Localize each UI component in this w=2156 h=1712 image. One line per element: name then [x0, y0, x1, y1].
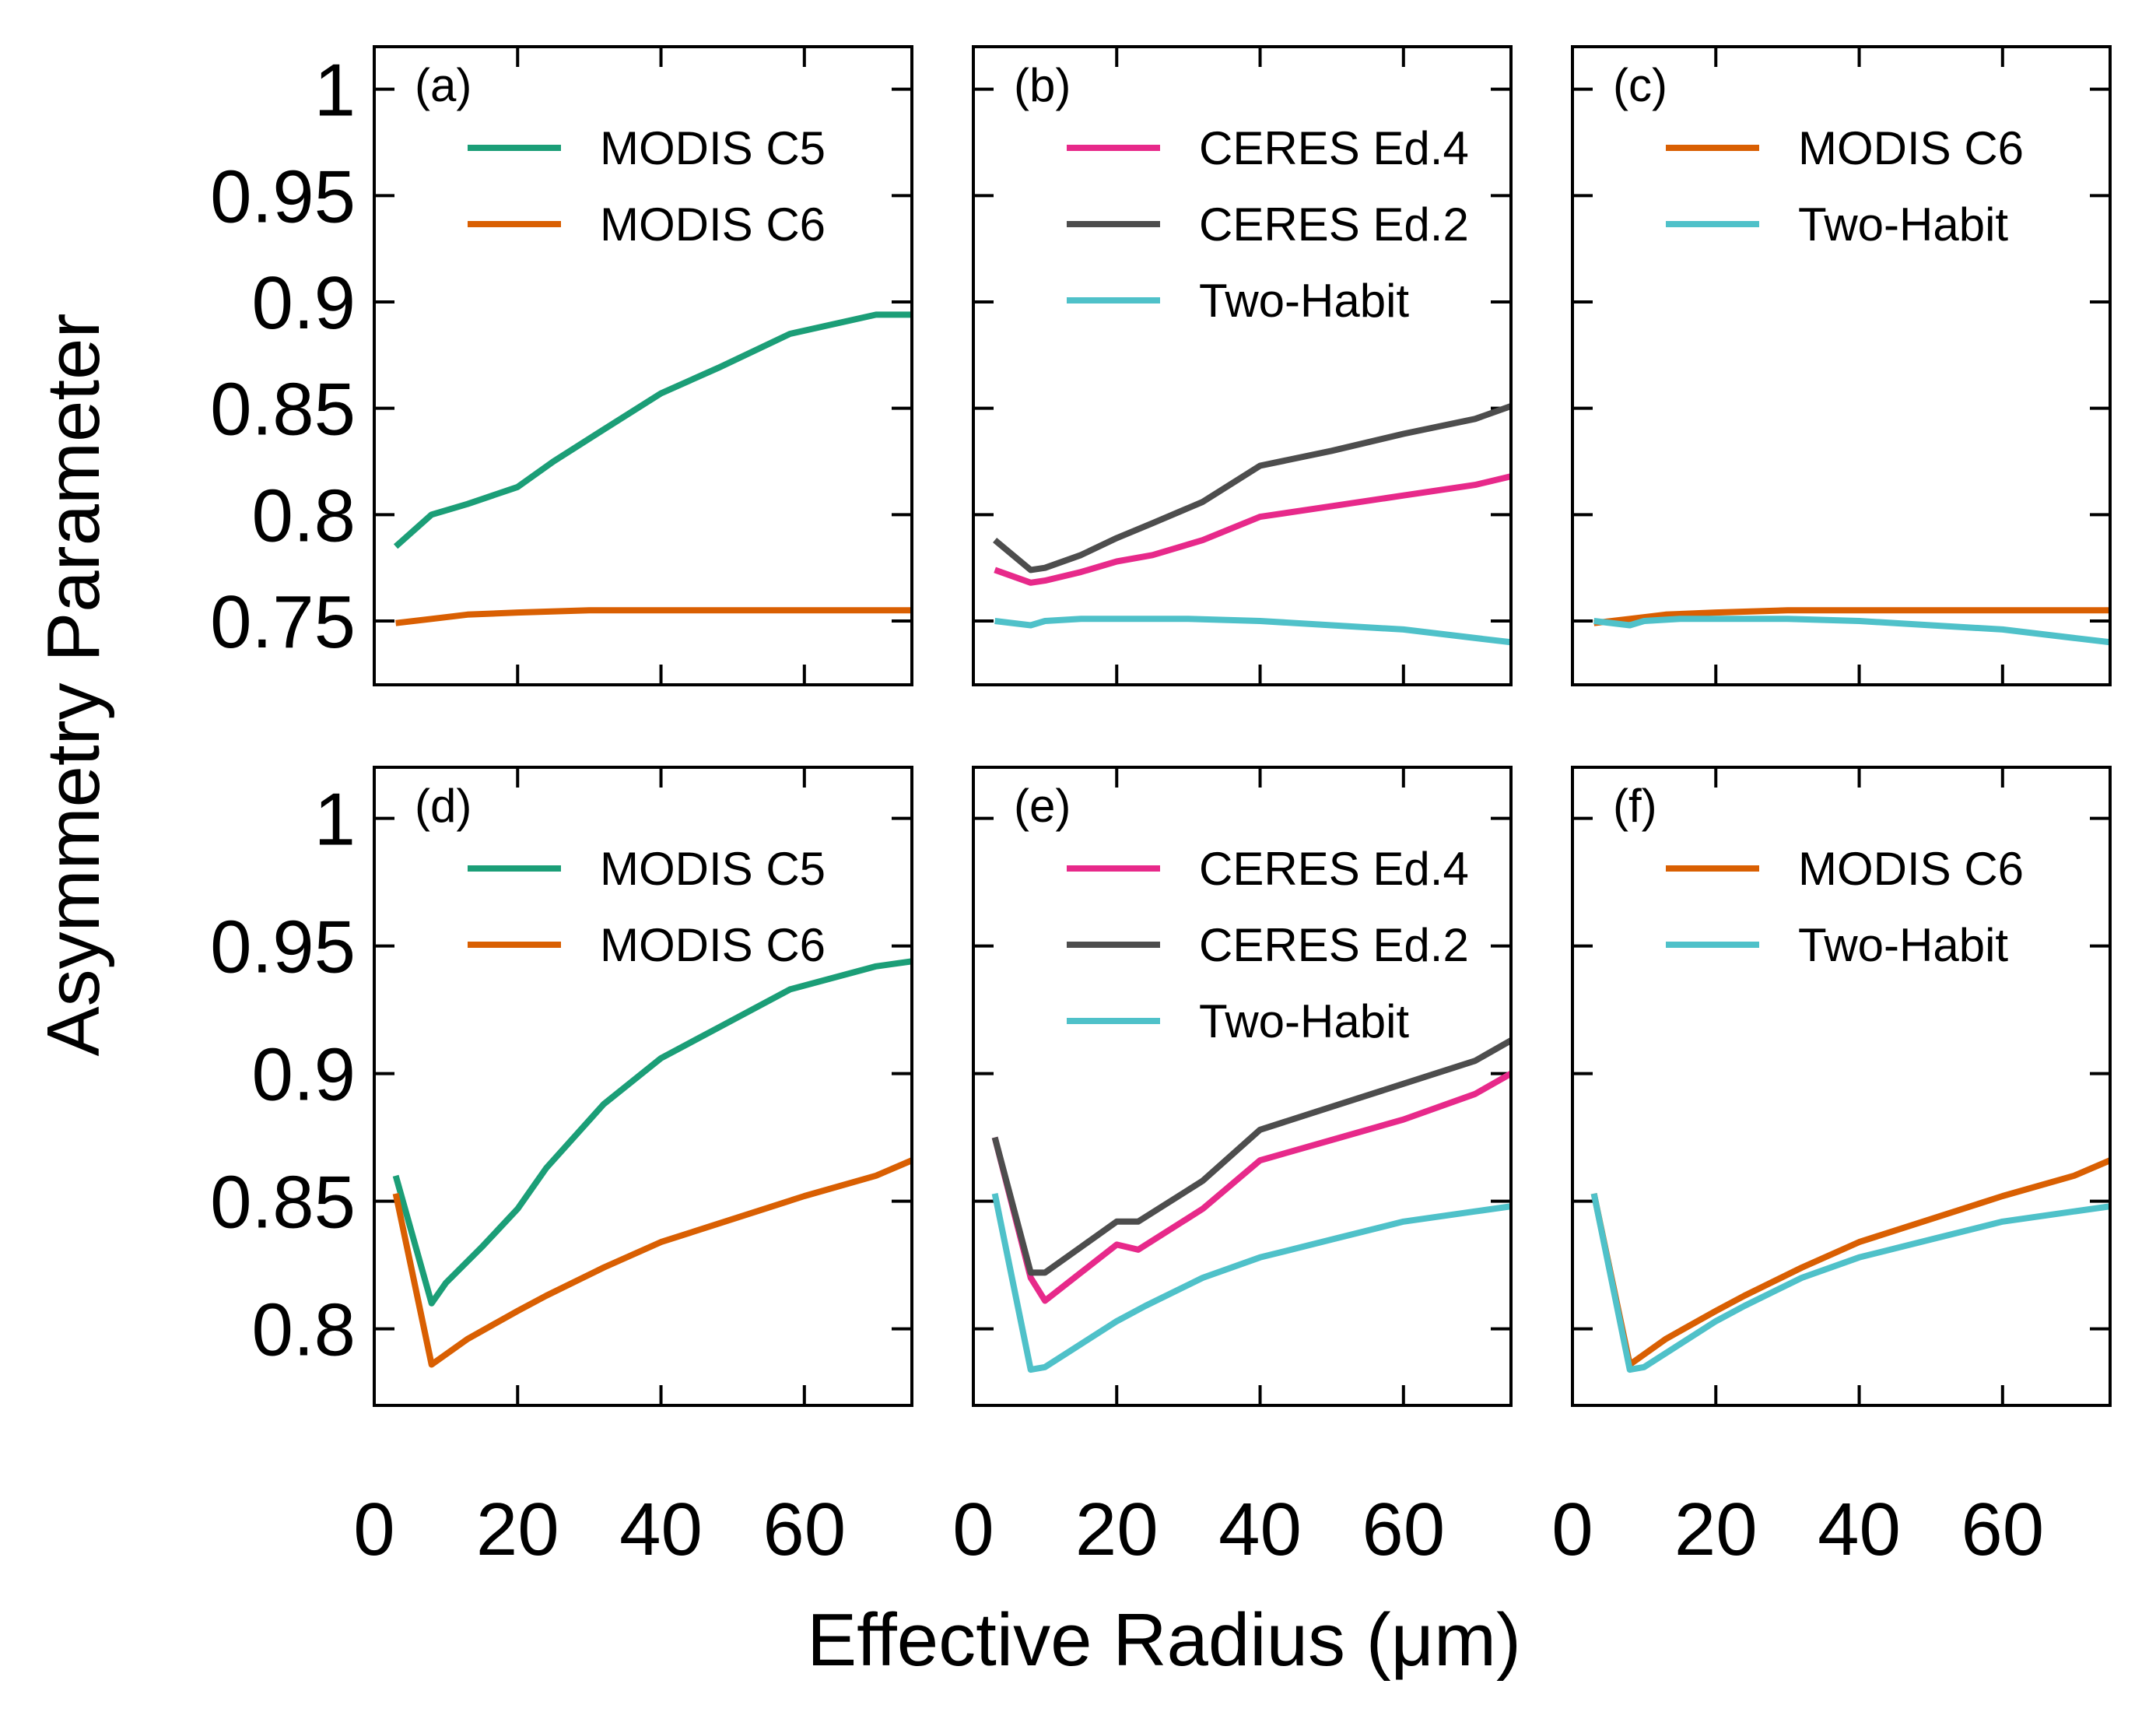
x-tick-label: 20 [1075, 1488, 1159, 1571]
y-tick-label: 0.8 [252, 1289, 356, 1372]
x-tick-label: 40 [1818, 1488, 1901, 1571]
legend-label: Two-Habit [1199, 995, 1409, 1047]
plot-frame [1571, 45, 2112, 686]
panel-label: (b) [1014, 59, 1071, 111]
series-line-modis-c6 [392, 1157, 912, 1368]
x-tick-label: 20 [1674, 1488, 1758, 1571]
plot-frame [972, 766, 1513, 1407]
plot-frame [1571, 766, 2112, 1407]
series-line-ceres-ed-4 [991, 1071, 1511, 1304]
plot-frame [373, 766, 913, 1407]
y-tick-label: 0.85 [210, 1161, 356, 1244]
x-tick-label: 60 [1961, 1488, 2044, 1571]
panel-label: (a) [415, 59, 472, 111]
legend-label: MODIS C5 [600, 122, 826, 174]
x-tick-label: 60 [762, 1488, 846, 1571]
y-tick-label: 1 [314, 49, 356, 132]
plot-frame [373, 45, 913, 686]
legend-label: CERES Ed.2 [1199, 919, 1469, 971]
x-tick-label: 0 [353, 1488, 394, 1571]
legend-label: Two-Habit [1199, 275, 1409, 327]
series-line-two-habit [1590, 1193, 2110, 1373]
panel-label: (d) [415, 780, 472, 832]
y-tick-label: 0.75 [210, 581, 356, 664]
series-line-modis-c6 [1590, 1157, 2110, 1368]
y-axis-title: Asymmetry Parameter [32, 314, 115, 1057]
y-tick-label: 0.95 [210, 906, 356, 989]
legend-label: MODIS C6 [600, 198, 826, 251]
panel-e: 0 20 40 60 (e) CERES Ed.4 CERES Ed.2 Two-Habit [952, 766, 1513, 1571]
legend-label: Two-Habit [1798, 198, 2008, 251]
series-line-modis-c6 [395, 607, 912, 626]
plot-frame [972, 45, 1513, 686]
panel-label: (f) [1613, 780, 1657, 832]
x-tick-label: 20 [476, 1488, 559, 1571]
legend-label: MODIS C5 [600, 843, 826, 895]
panel-c: (c) MODIS C6 Two-Habit [1571, 45, 2112, 686]
panel-d: 0.8 0.85 0.9 0.95 1 0 20 40 60 (d) MODIS C5 MODIS C… [210, 766, 913, 1571]
legend-label: MODIS C6 [600, 919, 826, 971]
panel-a: 0.75 0.8 0.85 0.9 0.95 1 (a) MODIS C5 MODIS C6 [210, 45, 913, 686]
legend-label: Two-Habit [1798, 919, 2008, 971]
x-tick-label: 40 [1218, 1488, 1302, 1571]
panel-b: (b) CERES Ed.4 CERES Ed.2 Two-Habit [972, 45, 1513, 686]
legend-label: CERES Ed.4 [1199, 122, 1469, 174]
panel-label: (c) [1613, 59, 1667, 111]
series-line-modis-c5 [393, 311, 912, 549]
x-tick-label: 40 [619, 1488, 703, 1571]
series-line-modis-c5 [392, 958, 912, 1307]
x-axis-title: Effective Radius (μm) [807, 1598, 1521, 1682]
series-line-ceres-ed-2 [991, 1037, 1511, 1276]
legend-label: CERES Ed.4 [1199, 843, 1469, 895]
x-tick-label: 0 [952, 1488, 994, 1571]
y-tick-label: 0.9 [252, 261, 356, 345]
series-line-modis-c6 [1593, 607, 2110, 626]
y-tick-label: 0.8 [252, 474, 356, 557]
panel-label: (e) [1014, 780, 1071, 832]
legend-label: MODIS C6 [1798, 843, 2024, 895]
series-line-ceres-ed-2 [993, 403, 1511, 574]
series-line-two-habit [994, 616, 1511, 646]
legend-label: MODIS C6 [1798, 122, 2024, 174]
series-line-two-habit [1593, 616, 2110, 646]
panel-f: 0 20 40 60 (f) MODIS C6 Two-Habit [1551, 766, 2112, 1571]
y-tick-label: 0.9 [252, 1033, 356, 1117]
x-tick-label: 60 [1362, 1488, 1445, 1571]
legend-label: CERES Ed.2 [1199, 198, 1469, 251]
series-line-ceres-ed-4 [994, 473, 1511, 586]
x-tick-label: 0 [1551, 1488, 1593, 1571]
y-tick-label: 0.95 [210, 155, 356, 238]
y-tick-label: 1 [314, 778, 356, 861]
series-line-two-habit [991, 1193, 1511, 1373]
y-tick-label: 0.85 [210, 368, 356, 451]
